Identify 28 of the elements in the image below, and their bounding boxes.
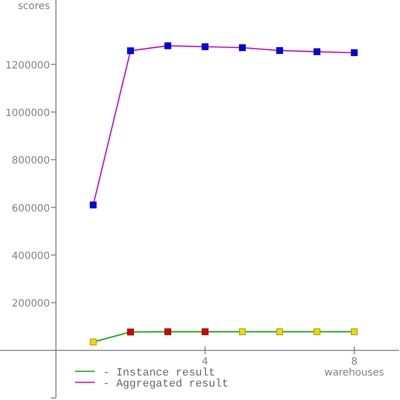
point bbox=[127, 47, 134, 54]
x-tick-label: 8 bbox=[351, 356, 358, 368]
x-tick-label: 4 bbox=[202, 356, 208, 368]
y-tick-label: 600000 bbox=[12, 203, 50, 214]
y-tick-label: 1200000 bbox=[5, 60, 50, 72]
point bbox=[127, 328, 134, 336]
point bbox=[238, 328, 246, 336]
point bbox=[350, 49, 358, 56]
point bbox=[164, 42, 172, 50]
point bbox=[90, 202, 97, 208]
point bbox=[202, 328, 208, 336]
point bbox=[276, 328, 284, 336]
y-tick-label: 400000 bbox=[12, 251, 50, 262]
legend-label: - Instance result bbox=[103, 367, 216, 380]
y-tick-label: 800000 bbox=[12, 156, 50, 167]
legend-label: - Aggregated result bbox=[103, 378, 228, 390]
point bbox=[350, 328, 358, 336]
point bbox=[90, 338, 97, 346]
point bbox=[314, 328, 320, 336]
point bbox=[238, 44, 246, 52]
point bbox=[276, 47, 284, 54]
y-axis-title: scores bbox=[18, 1, 50, 12]
y-tick-label: 1000000 bbox=[5, 108, 50, 120]
point bbox=[164, 328, 172, 336]
y-tick-label: 200000 bbox=[12, 298, 50, 310]
x-axis-title: warehouses bbox=[324, 367, 384, 378]
point bbox=[202, 43, 208, 50]
point bbox=[314, 48, 320, 56]
